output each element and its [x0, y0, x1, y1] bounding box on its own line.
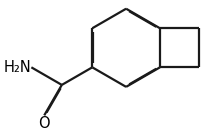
- Text: H₂N: H₂N: [4, 60, 31, 75]
- Text: O: O: [38, 116, 50, 131]
